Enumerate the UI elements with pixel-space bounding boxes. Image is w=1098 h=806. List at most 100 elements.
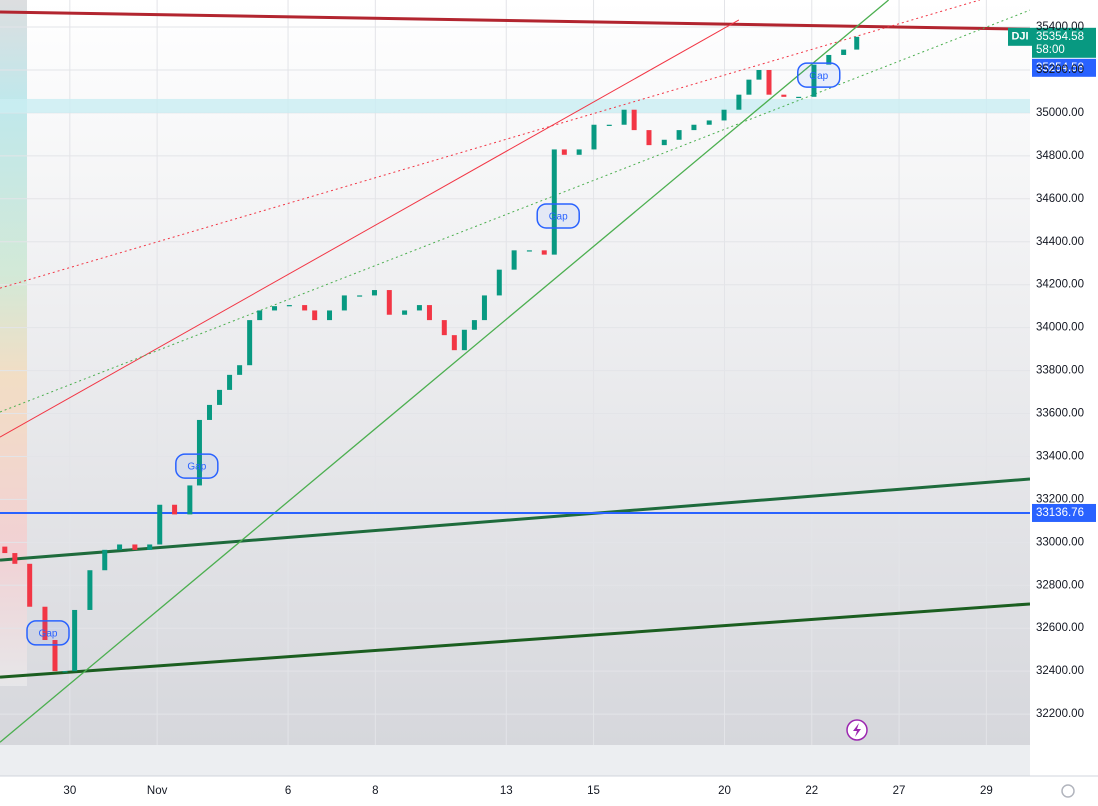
x-tick-label: 6 bbox=[285, 785, 291, 797]
candle-body bbox=[451, 335, 457, 351]
candle-body bbox=[481, 295, 487, 321]
prev-price-label: 35254.58 bbox=[1036, 62, 1084, 74]
candle-body bbox=[157, 504, 163, 545]
y-tick-label: 35000.00 bbox=[1036, 107, 1084, 119]
y-tick-label: 35200.00 bbox=[1036, 64, 1084, 76]
candle-body bbox=[526, 250, 532, 252]
candle-body bbox=[691, 124, 697, 131]
y-tick-label: 34200.00 bbox=[1036, 279, 1084, 291]
y-tick-label: 33200.00 bbox=[1036, 493, 1084, 505]
candle-body bbox=[327, 310, 333, 321]
last-price-box bbox=[1032, 27, 1096, 58]
trendline bbox=[0, 0, 890, 743]
y-tick-label: 35400.00 bbox=[1036, 21, 1084, 33]
candle-body bbox=[52, 640, 58, 672]
alert-bolt bbox=[853, 723, 861, 737]
candle-body bbox=[357, 295, 363, 297]
candle-body bbox=[341, 295, 347, 311]
plot-background bbox=[0, 0, 1030, 745]
candle-body bbox=[796, 96, 802, 99]
candle-body bbox=[206, 404, 212, 420]
candle-body bbox=[631, 109, 637, 131]
gap-annotation-box bbox=[797, 62, 841, 88]
y-tick-label: 33800.00 bbox=[1036, 365, 1084, 377]
bottom-pane bbox=[0, 745, 1030, 776]
countdown-label: 58:00 bbox=[1036, 44, 1065, 56]
candle-body bbox=[511, 250, 517, 270]
symbol-label: DJI bbox=[1011, 31, 1028, 43]
candle-body bbox=[721, 109, 727, 121]
candle-body bbox=[646, 130, 652, 146]
price-zone bbox=[0, 98, 1030, 113]
candle-body bbox=[196, 419, 202, 486]
candle-body bbox=[621, 109, 627, 125]
candle-body bbox=[286, 305, 292, 307]
candle-body bbox=[402, 310, 408, 315]
candle-body bbox=[854, 36, 860, 50]
candle-body bbox=[576, 149, 582, 155]
y-tick-label: 34000.00 bbox=[1036, 322, 1084, 334]
candle-body bbox=[187, 485, 193, 515]
y-tick-label: 34400.00 bbox=[1036, 236, 1084, 248]
candle-body bbox=[312, 310, 318, 321]
fib-strip bbox=[0, 0, 27, 686]
symbol-label-box bbox=[1008, 27, 1032, 46]
candle-body bbox=[87, 570, 93, 610]
trendline bbox=[0, 477, 1030, 562]
x-tick-label: 20 bbox=[718, 785, 731, 797]
y-tick-label: 34600.00 bbox=[1036, 193, 1084, 205]
y-tick-label: 33600.00 bbox=[1036, 408, 1084, 420]
candle-body bbox=[706, 120, 712, 125]
candle-body bbox=[591, 124, 597, 150]
candle-body bbox=[811, 64, 817, 97]
gap-annotation-text: Gap bbox=[549, 212, 568, 223]
trendline bbox=[0, 9, 1030, 413]
candle-body bbox=[302, 305, 308, 311]
settings-icon[interactable] bbox=[1061, 784, 1075, 798]
candle-body bbox=[102, 549, 108, 571]
hline-price-label: 33136.76 bbox=[1036, 507, 1084, 519]
y-tick-label: 33000.00 bbox=[1036, 536, 1084, 548]
gap-annotation-box bbox=[26, 620, 70, 646]
plot: Gap Gap Gap Gap bbox=[0, 0, 1030, 745]
candle-body bbox=[117, 544, 123, 550]
candle-body bbox=[386, 290, 392, 315]
x-tick-label: 22 bbox=[805, 785, 818, 797]
candle-body bbox=[736, 94, 742, 110]
candle-body bbox=[416, 305, 422, 311]
candle-body bbox=[227, 374, 233, 390]
candle-body bbox=[237, 365, 243, 375]
candle-body bbox=[781, 94, 787, 97]
last-price-label: 35354.58 bbox=[1036, 31, 1084, 43]
candle-body bbox=[606, 124, 612, 126]
candle-body bbox=[147, 544, 153, 550]
y-tick-label: 32600.00 bbox=[1036, 622, 1084, 634]
candle-body bbox=[426, 305, 432, 321]
trendline bbox=[0, 10, 1030, 31]
x-tick-label: Nov bbox=[147, 785, 168, 797]
x-tick-label: 8 bbox=[372, 785, 378, 797]
gap-annotation-text: Gap bbox=[809, 71, 828, 82]
x-tick-label: 29 bbox=[980, 785, 993, 797]
candle-body bbox=[661, 139, 667, 146]
prev-price-box bbox=[1032, 58, 1096, 77]
y-tick-label: 33400.00 bbox=[1036, 450, 1084, 462]
hline-price-box bbox=[1032, 503, 1096, 522]
candle-body bbox=[766, 69, 772, 95]
trendline bbox=[0, 602, 1030, 679]
y-tick-label: 32400.00 bbox=[1036, 665, 1084, 677]
candle-body bbox=[471, 320, 477, 330]
candle-body bbox=[496, 269, 502, 296]
candle-body bbox=[42, 606, 48, 641]
candle-body bbox=[371, 290, 377, 296]
y-tick-label: 34800.00 bbox=[1036, 150, 1084, 162]
candle-body bbox=[746, 79, 752, 95]
x-tick-label: 30 bbox=[63, 785, 76, 797]
time-axis bbox=[0, 776, 1098, 806]
candle-body bbox=[27, 563, 33, 607]
gap-annotation-box bbox=[536, 203, 580, 229]
trendline bbox=[0, 19, 740, 438]
gap-annotation-text: Gap bbox=[187, 462, 206, 473]
gap-annotation-box bbox=[175, 453, 219, 479]
candle-body bbox=[561, 149, 567, 155]
